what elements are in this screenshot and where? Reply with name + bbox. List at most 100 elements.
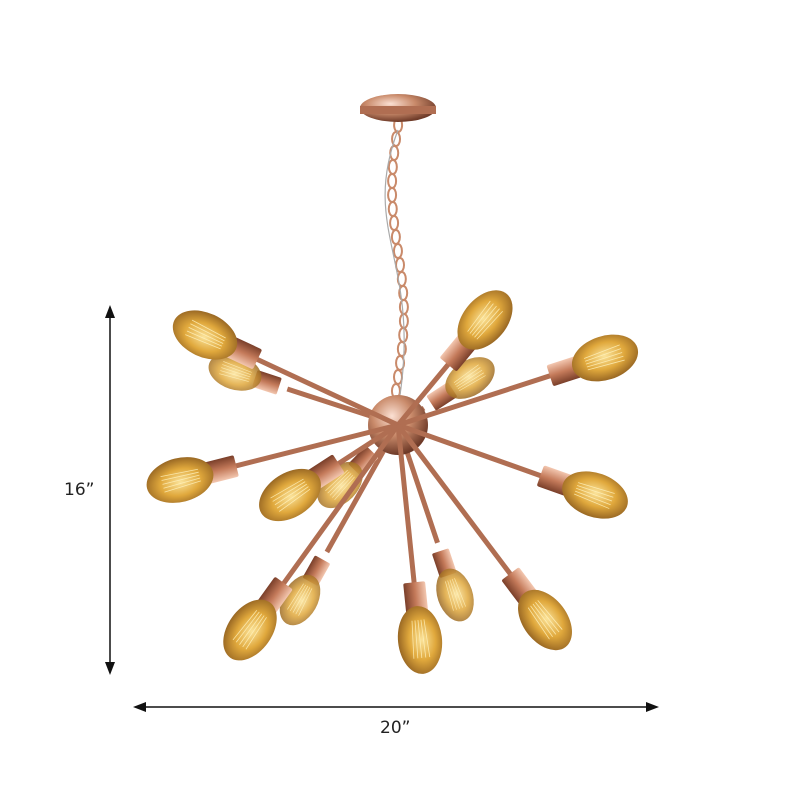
chain-link [398,299,409,315]
filament [411,620,415,659]
filament [276,486,309,509]
filament [239,613,263,645]
arm-rod [280,423,401,587]
filament [329,473,352,496]
bulb-arm [146,422,399,503]
chain-link [392,369,403,385]
filament [578,482,615,494]
chain-link [389,215,400,231]
chain-link [390,229,401,245]
filament [325,469,348,492]
arm-rod [232,422,399,469]
arm-rod [397,422,545,479]
filament [584,348,622,362]
filament [474,308,500,338]
bulb-arm [396,423,572,651]
canopy-base [360,106,436,114]
filament [585,352,623,365]
filament [532,603,557,635]
bulb-arm [259,422,400,522]
filament [161,471,199,481]
filament [527,607,550,640]
filament [160,468,199,478]
chain-link [387,187,398,203]
arm-rod [395,424,417,586]
chain-link [387,201,398,217]
filament [219,373,249,382]
filament [576,487,613,502]
filament [459,375,486,392]
filament [327,471,350,494]
filament [222,364,252,375]
filament [334,476,355,501]
filament [232,610,258,641]
height-label: 16” [64,480,95,500]
chain-link [387,173,398,189]
arm-rod [334,422,400,468]
filament [298,588,313,616]
filament [451,578,463,608]
chain-link [395,257,406,273]
filament [272,481,306,502]
filament [185,334,221,350]
width-label: 20” [380,718,411,738]
filament [162,474,200,485]
filament [423,619,431,658]
chain-link [392,243,403,259]
bulb-arm [395,424,443,674]
chain-link [398,327,409,343]
filament [453,364,479,383]
filament [420,619,427,658]
front-arms [146,290,639,674]
bulb-arm [172,310,400,428]
filament [274,483,308,506]
height-dimension-arrow [105,305,115,675]
filament [469,303,494,334]
filament [414,620,419,659]
filament [573,493,610,509]
filament [583,344,620,359]
filament [454,578,466,607]
filament [221,367,251,378]
filament [190,323,225,342]
filament [332,474,354,498]
width-dimension-arrow [133,702,659,712]
filament [164,480,201,493]
arm-rod [253,355,400,428]
filament [467,300,491,332]
filament [455,367,481,385]
arm-rod [397,372,554,428]
filament [586,355,624,368]
filament [577,485,614,498]
filament [535,601,560,633]
filament [188,327,224,344]
filament [245,617,267,650]
filament [447,580,457,610]
filament [537,600,563,630]
filament [457,372,484,390]
bulb-arm [395,424,474,622]
bulb-arm [223,423,401,661]
filament [191,319,226,339]
filament [163,477,201,489]
filament [186,330,223,347]
filament [476,310,503,340]
bulb-arm [279,423,401,626]
arm-rod [396,423,514,578]
bulb-arm [397,422,628,519]
bulb-arm [396,290,513,427]
filament [471,305,497,336]
chain [384,117,409,399]
filament [289,584,306,612]
filament [220,370,250,380]
filament [587,359,625,371]
arm-rod [396,360,452,427]
filament [287,583,304,610]
filament [530,605,553,638]
filament [575,490,611,506]
filament [445,581,454,611]
power-cord [384,129,405,396]
filament [456,369,483,388]
bulb-arm [397,334,639,428]
